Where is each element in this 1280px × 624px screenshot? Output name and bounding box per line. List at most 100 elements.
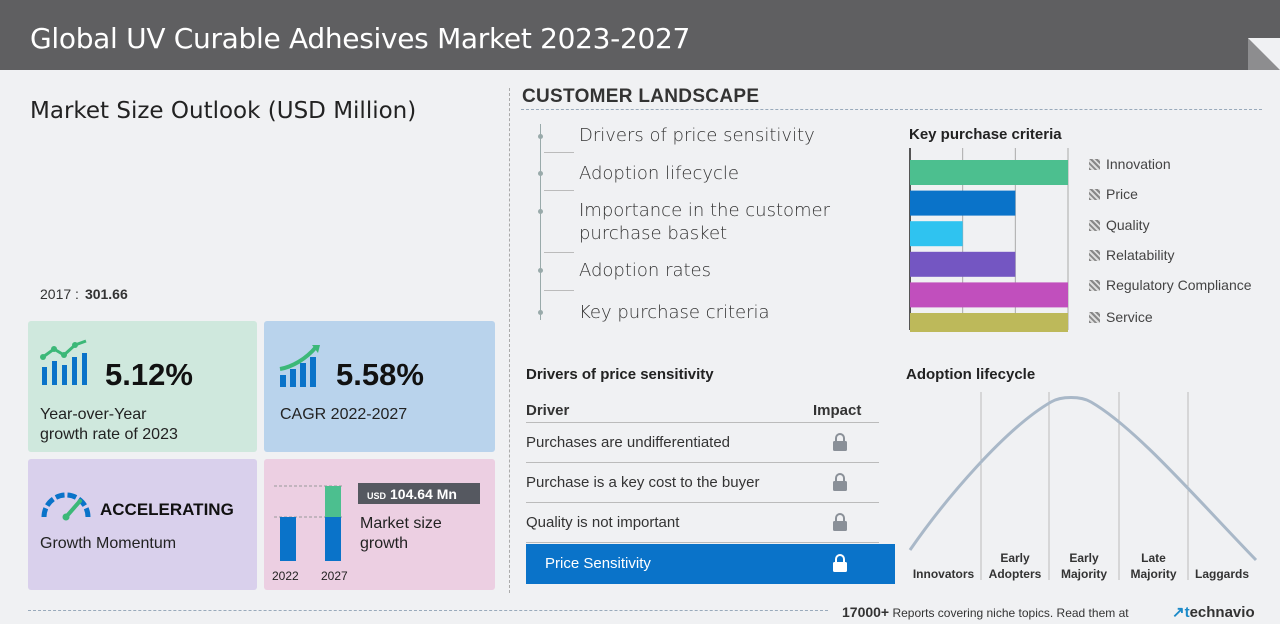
cagr-value: 5.58% [336,357,424,392]
table-header-rule [526,422,879,423]
stage-label: Innovators [913,567,975,581]
badge-value: 104.64 Mn [390,486,457,502]
yoy-label-2: growth rate of 2023 [40,426,178,443]
table-row: Purchase is a key cost to the buyer [526,463,879,503]
table-row: Purchases are undifferentiated [526,423,879,463]
landscape-item[interactable]: Key purchase criteria [579,302,770,323]
logo-arrow-icon: ↗ [1172,604,1185,621]
stage-label: Early [1000,551,1030,565]
momentum-card: ACCELERATING Growth Momentum [28,459,257,590]
landscape-separator [544,152,574,153]
kpc-legend-item: Service [1089,309,1153,325]
landscape-bullet [538,171,543,176]
market-size-title: Market Size Outlook (USD Million) [30,98,417,124]
market-size-mini-chart [274,485,344,561]
speedometer-icon [41,492,91,521]
kpc-legend-label: Service [1106,309,1153,325]
kpc-legend-label: Price [1106,186,1138,202]
footer-divider [28,610,828,611]
kpc-bar-relatability [910,251,1016,277]
driver-label: Purchases are undifferentiated [526,434,731,451]
stage-label: Laggards [1195,567,1249,581]
badge-unit: USD [367,491,387,501]
kpc-bar-regulatory-compliance [910,282,1068,308]
yoy-label-1: Year-over-Year [40,406,147,423]
stage-label: Majority [1061,567,1107,581]
page-title: Global UV Curable Adhesives Market 2023-… [30,22,691,55]
logo-text: echnavio [1189,604,1255,621]
header-fold [1248,38,1280,70]
landscape-separator [544,190,574,191]
base-year-value: 301.66 [84,286,128,302]
landscape-item[interactable]: Adoption lifecycle [579,163,739,184]
kpc-bar-service [910,313,1068,332]
price-sensitivity-row: Price Sensitivity [526,544,895,584]
kpc-legend-label: Relatability [1106,247,1175,263]
landscape-bullet [538,134,543,139]
landscape-item[interactable]: Drivers of price sensitivity [579,125,815,146]
technavio-logo[interactable]: ↗technavio [1172,603,1255,621]
market-size-label-1: Market size [360,515,442,532]
landscape-item[interactable]: Adoption rates [579,260,712,281]
legend-swatch-icon [1089,279,1100,291]
year-end: 2027 [321,569,348,583]
landscape-bullet [538,310,543,315]
drivers-title: Drivers of price sensitivity [526,366,714,383]
kpc-title: Key purchase criteria [909,126,1062,143]
logo-t: t [1184,604,1190,621]
legend-swatch-icon [1089,158,1100,170]
base-year: 2017 : 301.66 [40,286,128,302]
base-year-label: 2017 : [40,286,79,302]
market-size-badge: USD 104.64 Mn [358,483,480,504]
yoy-value: 5.12% [105,357,193,392]
kpc-bar-innovation [910,160,1068,185]
lock-icon [832,432,848,456]
footer-text: 17000+ Reports covering niche topics. Re… [842,604,1129,620]
yoy-card: 5.12% Year-over-Year growth rate of 2023 [28,321,257,452]
kpc-legend-label: Regulatory Compliance [1106,277,1252,293]
landscape-item[interactable]: Importance in the customer purchase bask… [579,200,831,244]
footer-caption: Reports covering niche topics. Read them… [892,606,1129,620]
stage-label: Early [1069,551,1099,565]
momentum-value: ACCELERATING [100,500,234,519]
kpc-legend-label: Quality [1106,217,1150,233]
market-size-card: 2022 2027 USD 104.64 Mn Market size growt… [264,459,495,590]
year-start: 2022 [272,569,299,583]
momentum-label: Growth Momentum [40,535,177,552]
kpc-legend-item: Price [1089,186,1138,202]
driver-label: Purchase is a key cost to the buyer [526,474,760,491]
cagr-label: CAGR 2022-2027 [280,406,408,423]
adoption-curve-line [908,396,1258,562]
driver-label: Price Sensitivity [545,555,651,572]
vertical-divider [509,88,510,593]
landscape-timeline [540,124,541,320]
kpc-chart [909,148,1069,332]
market-size-label-2: growth [360,535,409,552]
kpc-legend-item: Quality [1089,217,1150,233]
landscape-bullet [538,209,543,214]
lock-icon [832,553,848,577]
stage-label: Late [1141,551,1166,565]
landscape-bullet [538,268,543,273]
kpc-legend-item: Regulatory Compliance [1089,277,1252,293]
kpc-bar-price [910,190,1016,216]
footer-count: 17000+ [842,604,890,620]
kpc-legend-label: Innovation [1106,156,1171,172]
kpc-legend-item: Innovation [1089,156,1171,172]
growth-bar-chart-icon [40,339,87,385]
legend-swatch-icon [1089,219,1100,231]
stage-label: Adopters [989,567,1042,581]
legend-swatch-icon [1089,188,1100,200]
adoption-curve: Innovators Early Adopters Early Majority Late… [908,392,1258,581]
table-row: Quality is not important [526,503,879,543]
col-driver: Driver [526,402,570,419]
lock-icon [832,472,848,496]
legend-swatch-icon [1089,311,1100,323]
adoption-title: Adoption lifecycle [906,366,1036,383]
landscape-separator [544,252,574,253]
kpc-bar-quality [910,221,963,247]
rising-bars-icon [279,345,320,387]
lock-icon [832,512,848,536]
kpc-legend-item: Relatability [1089,247,1174,263]
customer-landscape-title: CUSTOMER LANDSCAPE [522,86,760,107]
